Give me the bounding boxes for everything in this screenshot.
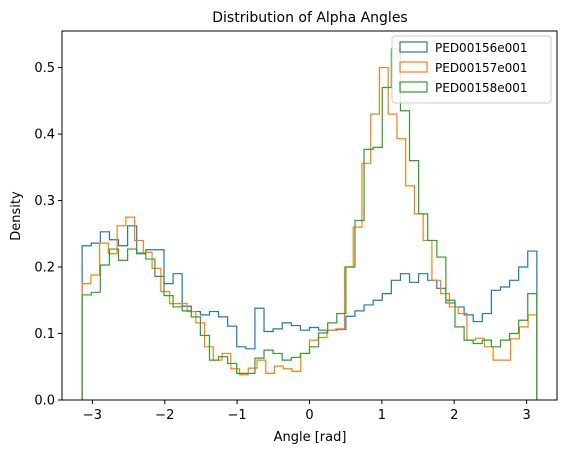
x-tick-label: −2 — [155, 408, 174, 423]
y-tick-label: 0.5 — [34, 61, 55, 76]
chart-title: Distribution of Alpha Angles — [212, 10, 407, 26]
legend-label-3: PED00158e001 — [435, 81, 528, 95]
y-tick-label: 0.4 — [34, 128, 55, 143]
legend: PED00156e001 PED00157e001 PED00158e001 — [392, 36, 551, 103]
x-tick-label: −1 — [228, 408, 247, 423]
x-tick-label: 3 — [522, 408, 530, 423]
y-tick-label: 0.3 — [34, 194, 55, 209]
y-tick-label: 0.1 — [34, 327, 55, 342]
y-tick-label: 0.2 — [34, 261, 55, 276]
legend-label-2: PED00157e001 — [435, 61, 528, 75]
y-axis-label: Density — [9, 191, 24, 241]
y-tick-label: 0.0 — [34, 394, 55, 409]
x-tick-label: 2 — [450, 408, 458, 423]
x-axis-label: Angle [rad] — [274, 430, 347, 445]
legend-label-1: PED00156e001 — [435, 41, 528, 55]
x-tick-label: −3 — [83, 408, 102, 423]
x-tick-label: 1 — [378, 408, 386, 423]
x-tick-label: 0 — [305, 408, 313, 423]
